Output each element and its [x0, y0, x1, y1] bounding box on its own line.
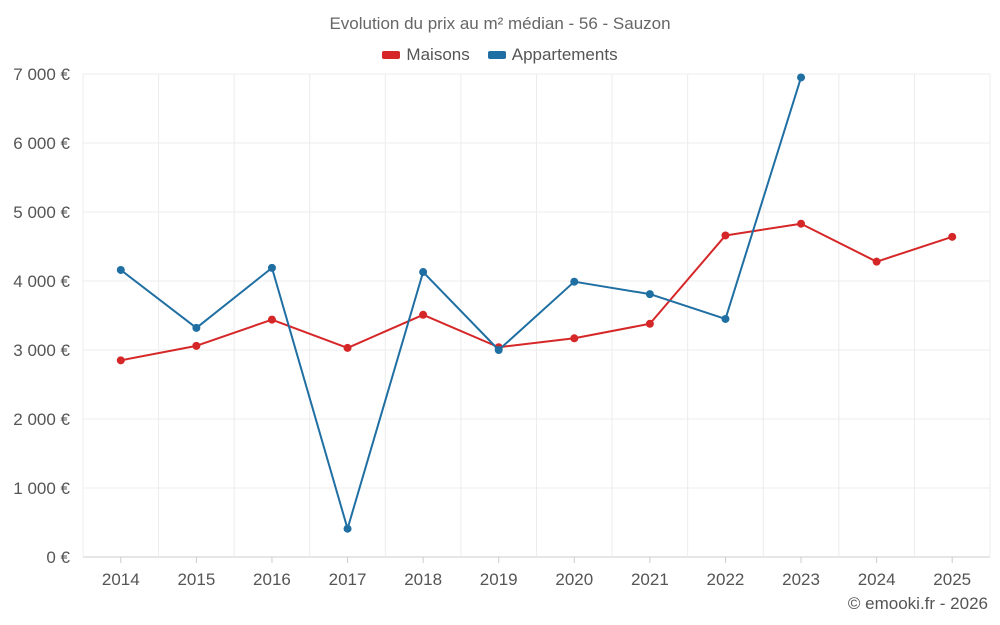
data-point-appartements-2022: [721, 314, 730, 323]
data-point-appartements-2017: [343, 524, 352, 533]
x-tick-label: 2024: [858, 570, 896, 589]
chart-title: Evolution du prix au m² médian - 56 - Sa…: [329, 14, 671, 33]
data-point-maisons-2025: [948, 232, 957, 241]
copyright-credit: © emooki.fr - 2026: [847, 594, 988, 613]
legend-item-appartements[interactable]: Appartements: [487, 45, 618, 65]
data-point-appartements-2020: [570, 277, 579, 286]
x-tick-label: 2025: [933, 570, 971, 589]
x-tick-label: 2016: [253, 570, 291, 589]
x-tick-label: 2018: [404, 570, 442, 589]
legend-label-maisons: Maisons: [406, 45, 470, 64]
y-tick-label: 3 000 €: [13, 341, 70, 360]
x-tick-label: 2023: [782, 570, 820, 589]
legend-swatch-maisons: [382, 51, 401, 59]
data-point-maisons-2024: [872, 257, 881, 266]
data-point-maisons-2014: [116, 356, 125, 365]
chart-legend: Maisons Appartements: [0, 45, 1000, 65]
data-point-appartements-2014: [116, 265, 125, 274]
data-point-maisons-2018: [419, 310, 428, 319]
data-point-maisons-2017: [343, 343, 352, 352]
data-point-maisons-2020: [570, 334, 579, 343]
x-tick-label: 2015: [177, 570, 215, 589]
x-tick-label: 2021: [631, 570, 669, 589]
legend-item-maisons[interactable]: Maisons: [382, 45, 470, 65]
data-point-maisons-2016: [267, 315, 276, 324]
data-point-appartements-2015: [192, 323, 201, 332]
data-point-appartements-2021: [645, 290, 654, 299]
data-point-appartements-2018: [419, 268, 428, 277]
data-point-maisons-2023: [797, 219, 806, 228]
series-line-appartements: [120, 77, 802, 530]
x-tick-label: 2014: [102, 570, 140, 589]
legend-label-appartements: Appartements: [511, 45, 618, 64]
y-tick-label: 0 €: [46, 548, 70, 567]
series-line-maisons: [120, 222, 953, 362]
y-tick-label: 2 000 €: [13, 410, 70, 429]
data-point-maisons-2022: [721, 231, 730, 240]
data-point-appartements-2023: [797, 73, 806, 82]
x-tick-label: 2022: [707, 570, 745, 589]
y-tick-label: 1 000 €: [13, 479, 70, 498]
x-tick-label: 2019: [480, 570, 518, 589]
data-point-appartements-2019: [494, 346, 503, 354]
x-tick-label: 2017: [329, 570, 367, 589]
data-point-maisons-2015: [192, 341, 201, 350]
data-point-maisons-2021: [645, 319, 654, 328]
data-point-appartements-2016: [267, 263, 276, 272]
y-tick-label: 6 000 €: [13, 134, 70, 153]
x-tick-label: 2020: [555, 570, 593, 589]
y-tick-label: 5 000 €: [13, 203, 70, 222]
y-tick-label: 7 000 €: [13, 65, 70, 84]
legend-swatch-appartements: [487, 51, 506, 59]
y-tick-label: 4 000 €: [13, 272, 70, 291]
